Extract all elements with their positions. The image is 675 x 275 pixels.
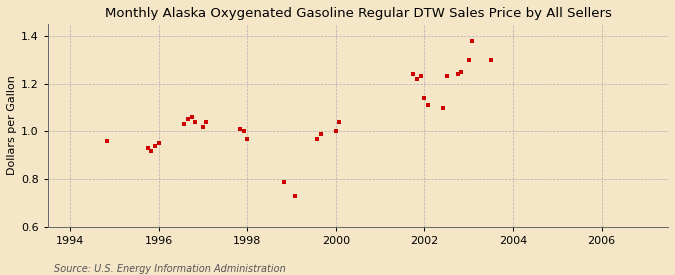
Point bbox=[419, 96, 430, 100]
Point bbox=[142, 146, 153, 150]
Point bbox=[146, 148, 157, 153]
Y-axis label: Dollars per Gallon: Dollars per Gallon bbox=[7, 76, 17, 175]
Point bbox=[441, 74, 452, 79]
Point bbox=[153, 141, 164, 145]
Point bbox=[201, 120, 212, 124]
Point bbox=[290, 194, 300, 198]
Text: Source: U.S. Energy Information Administration: Source: U.S. Energy Information Administ… bbox=[54, 264, 286, 274]
Point bbox=[334, 120, 345, 124]
Point bbox=[186, 115, 197, 119]
Point bbox=[316, 132, 327, 136]
Point bbox=[179, 122, 190, 127]
Point bbox=[331, 129, 342, 134]
Point bbox=[242, 136, 252, 141]
Point bbox=[412, 77, 423, 81]
Point bbox=[190, 120, 200, 124]
Point bbox=[150, 144, 161, 148]
Point bbox=[238, 129, 249, 134]
Point bbox=[279, 179, 290, 184]
Point bbox=[101, 139, 112, 143]
Point bbox=[183, 117, 194, 122]
Point bbox=[312, 136, 323, 141]
Point bbox=[485, 57, 496, 62]
Point bbox=[437, 105, 448, 110]
Title: Monthly Alaska Oxygenated Gasoline Regular DTW Sales Price by All Sellers: Monthly Alaska Oxygenated Gasoline Regul… bbox=[105, 7, 612, 20]
Point bbox=[416, 74, 427, 79]
Point bbox=[456, 70, 466, 74]
Point bbox=[234, 127, 245, 131]
Point bbox=[423, 103, 433, 107]
Point bbox=[463, 57, 474, 62]
Point bbox=[452, 72, 463, 76]
Point bbox=[198, 125, 209, 129]
Point bbox=[408, 72, 418, 76]
Point bbox=[467, 39, 478, 43]
